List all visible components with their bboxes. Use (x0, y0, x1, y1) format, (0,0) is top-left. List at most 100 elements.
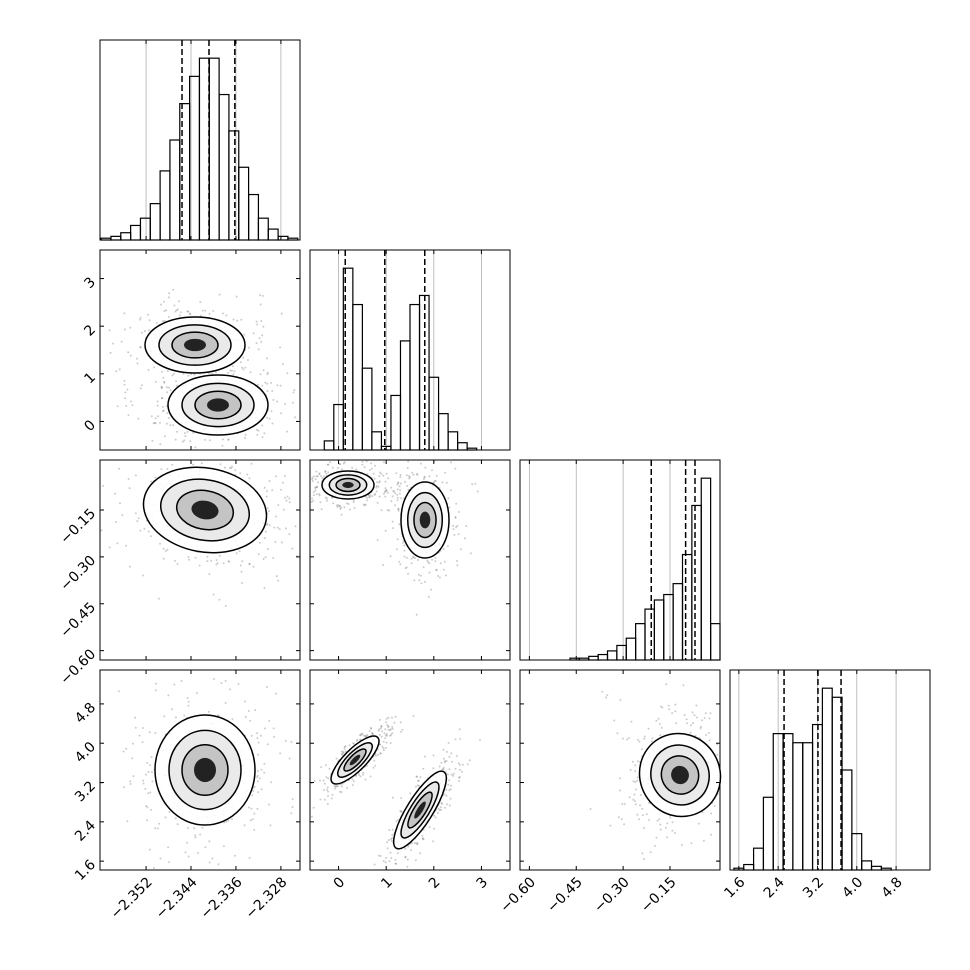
scatter-point (145, 805, 148, 807)
scatter-point (653, 844, 656, 847)
scatter-point (686, 722, 688, 725)
scatter-point (449, 788, 452, 791)
scatter-point (142, 782, 145, 785)
scatter-point (314, 487, 317, 490)
scatter-point (161, 370, 164, 373)
scatter-point (326, 497, 328, 500)
scatter-point (163, 310, 166, 312)
scatter-point (634, 803, 637, 806)
scatter-point (391, 727, 394, 730)
scatter-point (623, 823, 626, 826)
scatter-point (353, 507, 356, 509)
scatter-point (123, 379, 126, 382)
scatter-point (380, 724, 383, 727)
scatter-point (122, 786, 125, 789)
scatter-point (368, 730, 371, 732)
scatter-point (161, 386, 163, 389)
scatter-point (390, 500, 393, 503)
scatter-point (154, 476, 157, 479)
scatter-point (419, 462, 422, 465)
scatter-point (162, 376, 165, 379)
scatter-point (439, 806, 442, 809)
scatter-point (257, 553, 260, 556)
scatter-point (324, 470, 327, 473)
scatter-point (163, 320, 166, 322)
scatter-point (619, 777, 621, 780)
scatter-point (378, 854, 380, 857)
scatter-point (440, 801, 443, 804)
scatter-point (415, 842, 418, 845)
scatter-point (271, 390, 274, 392)
scatter-point (184, 851, 187, 854)
scatter-point (636, 760, 639, 763)
scatter-point (108, 329, 111, 332)
scatter-point (447, 742, 450, 744)
scatter-point (139, 318, 142, 321)
histogram-bin (287, 237, 299, 241)
scatter-point (218, 554, 221, 557)
scatter-point (655, 836, 658, 839)
scatter-point (162, 557, 165, 560)
scatter-point (169, 389, 172, 392)
scatter-point (276, 526, 279, 529)
scatter-point (355, 468, 358, 471)
scatter-point (266, 490, 268, 493)
scatter-point (201, 826, 204, 829)
scatter-point (464, 537, 466, 540)
scatter-point (154, 827, 157, 830)
scatter-point (631, 760, 634, 763)
scatter-point (166, 467, 169, 470)
scatter-point (352, 742, 355, 745)
scatter-point (218, 293, 221, 296)
scatter-point (241, 560, 244, 563)
scatter-point (633, 800, 636, 803)
scatter-point (326, 786, 329, 789)
histogram-bin (841, 769, 853, 871)
scatter-point (274, 541, 277, 543)
scatter-point (294, 525, 297, 528)
scatter-point (227, 439, 230, 441)
scatter-point (199, 314, 202, 317)
scatter-point (280, 488, 282, 491)
scatter-point (633, 793, 636, 796)
scatter-point (340, 750, 343, 753)
scatter-point (351, 466, 354, 469)
scatter-point (428, 475, 431, 478)
scatter-point (139, 346, 142, 349)
scatter-point (215, 563, 218, 566)
scatter-point (442, 766, 445, 769)
scatter-point (378, 475, 381, 478)
scatter-point (404, 855, 407, 858)
scatter-point (338, 463, 341, 465)
scatter-point (443, 560, 446, 563)
scatter-point (457, 511, 460, 513)
scatter-point (310, 500, 313, 503)
scatter-point (671, 712, 674, 715)
scatter-point (445, 574, 447, 577)
scatter-point (415, 472, 418, 475)
scatter-point (372, 766, 375, 769)
panel (519, 669, 722, 871)
scatter-point (125, 404, 128, 407)
scatter-point (281, 541, 283, 544)
scatter-point (407, 845, 410, 848)
scatter-point (167, 417, 170, 419)
scatter-point (138, 734, 141, 737)
density-core (191, 500, 219, 520)
scatter-point (387, 728, 390, 731)
scatter-point (404, 567, 407, 570)
scatter-point (344, 745, 347, 748)
scatter-point (454, 516, 457, 519)
scatter-point (476, 490, 479, 493)
scatter-point (142, 779, 144, 782)
scatter-point (389, 742, 392, 744)
histogram-bin (880, 867, 892, 871)
scatter-point (141, 727, 144, 729)
scatter-point (255, 320, 258, 323)
scatter-point (442, 748, 445, 751)
scatter-point (166, 412, 169, 415)
scatter-point (355, 739, 358, 742)
scatter-point (280, 312, 283, 315)
scatter-point (250, 462, 253, 465)
